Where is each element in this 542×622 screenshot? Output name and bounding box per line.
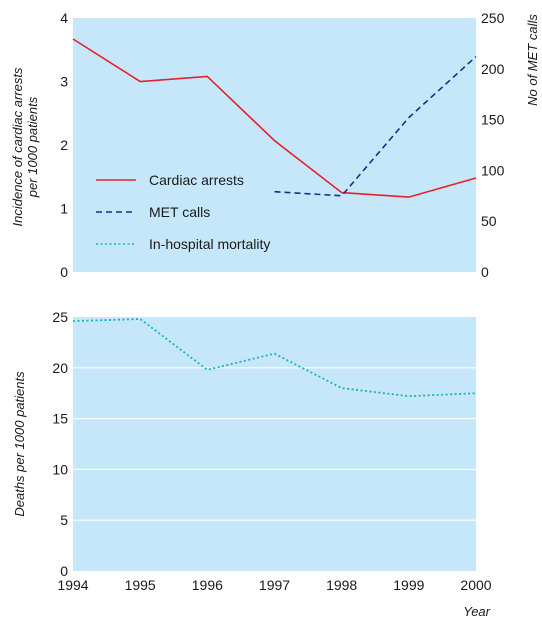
top-right-tick-label: 50 xyxy=(481,213,497,229)
top-y-axis-label-line: Incidence of cardiac arrests xyxy=(10,67,25,226)
bottom-y-tick-label: 5 xyxy=(60,512,68,528)
top-left-tick-label: 1 xyxy=(60,201,68,217)
x-tick-label: 1996 xyxy=(192,577,223,593)
top-y-axis-label-line: per 1000 patients xyxy=(25,96,40,198)
series-line-cardiac-arrests xyxy=(72,38,477,198)
top-left-tick-label: 3 xyxy=(60,74,68,90)
top-y-axis-label: Incidence of cardiac arrestsper 1000 pat… xyxy=(10,67,40,226)
top-plot-area xyxy=(73,18,476,272)
x-tick-label: 1997 xyxy=(259,577,290,593)
top-ylabel-group: Incidence of cardiac arrestsper 1000 pat… xyxy=(10,67,40,226)
bottom-y-tick-label: 25 xyxy=(52,309,68,325)
bottom-y-tick-label: 10 xyxy=(52,461,68,477)
bottom-y-axis-label: Deaths per 1000 patients xyxy=(12,371,27,517)
top-left-tick-label: 2 xyxy=(60,137,68,153)
top-right-tick-label: 250 xyxy=(481,10,505,26)
legend-label: In-hospital mortality xyxy=(149,236,270,252)
legend-label: MET calls xyxy=(149,204,210,220)
top-y-axis-right-label: No of MET calls xyxy=(525,14,540,106)
series-line-in-hospital-mortality xyxy=(72,318,477,398)
series-line-met-calls xyxy=(274,56,477,197)
bottom-y-tick-label: 15 xyxy=(52,411,68,427)
top-ylabel-right-group: No of MET calls xyxy=(525,14,540,106)
x-tick-label: 2000 xyxy=(460,577,491,593)
x-tick-label: 1999 xyxy=(393,577,424,593)
x-tick-label: 1994 xyxy=(57,577,88,593)
x-tick-label: 1995 xyxy=(125,577,156,593)
bottom-ylabel-group: Deaths per 1000 patients xyxy=(12,371,27,517)
top-right-tick-label: 0 xyxy=(481,264,489,280)
bottom-y-tick-label: 0 xyxy=(60,563,68,579)
bottom-plot-area xyxy=(73,317,476,571)
top-left-tick-label: 0 xyxy=(60,264,68,280)
x-tick-label: 1998 xyxy=(326,577,357,593)
x-axis-label: Year xyxy=(463,604,490,619)
top-right-tick-label: 150 xyxy=(481,112,505,128)
top-right-tick-label: 100 xyxy=(481,162,505,178)
top-right-tick-label: 200 xyxy=(481,61,505,77)
legend-label: Cardiac arrests xyxy=(149,172,244,188)
top-left-tick-label: 4 xyxy=(60,10,68,26)
bottom-y-tick-label: 20 xyxy=(52,360,68,376)
